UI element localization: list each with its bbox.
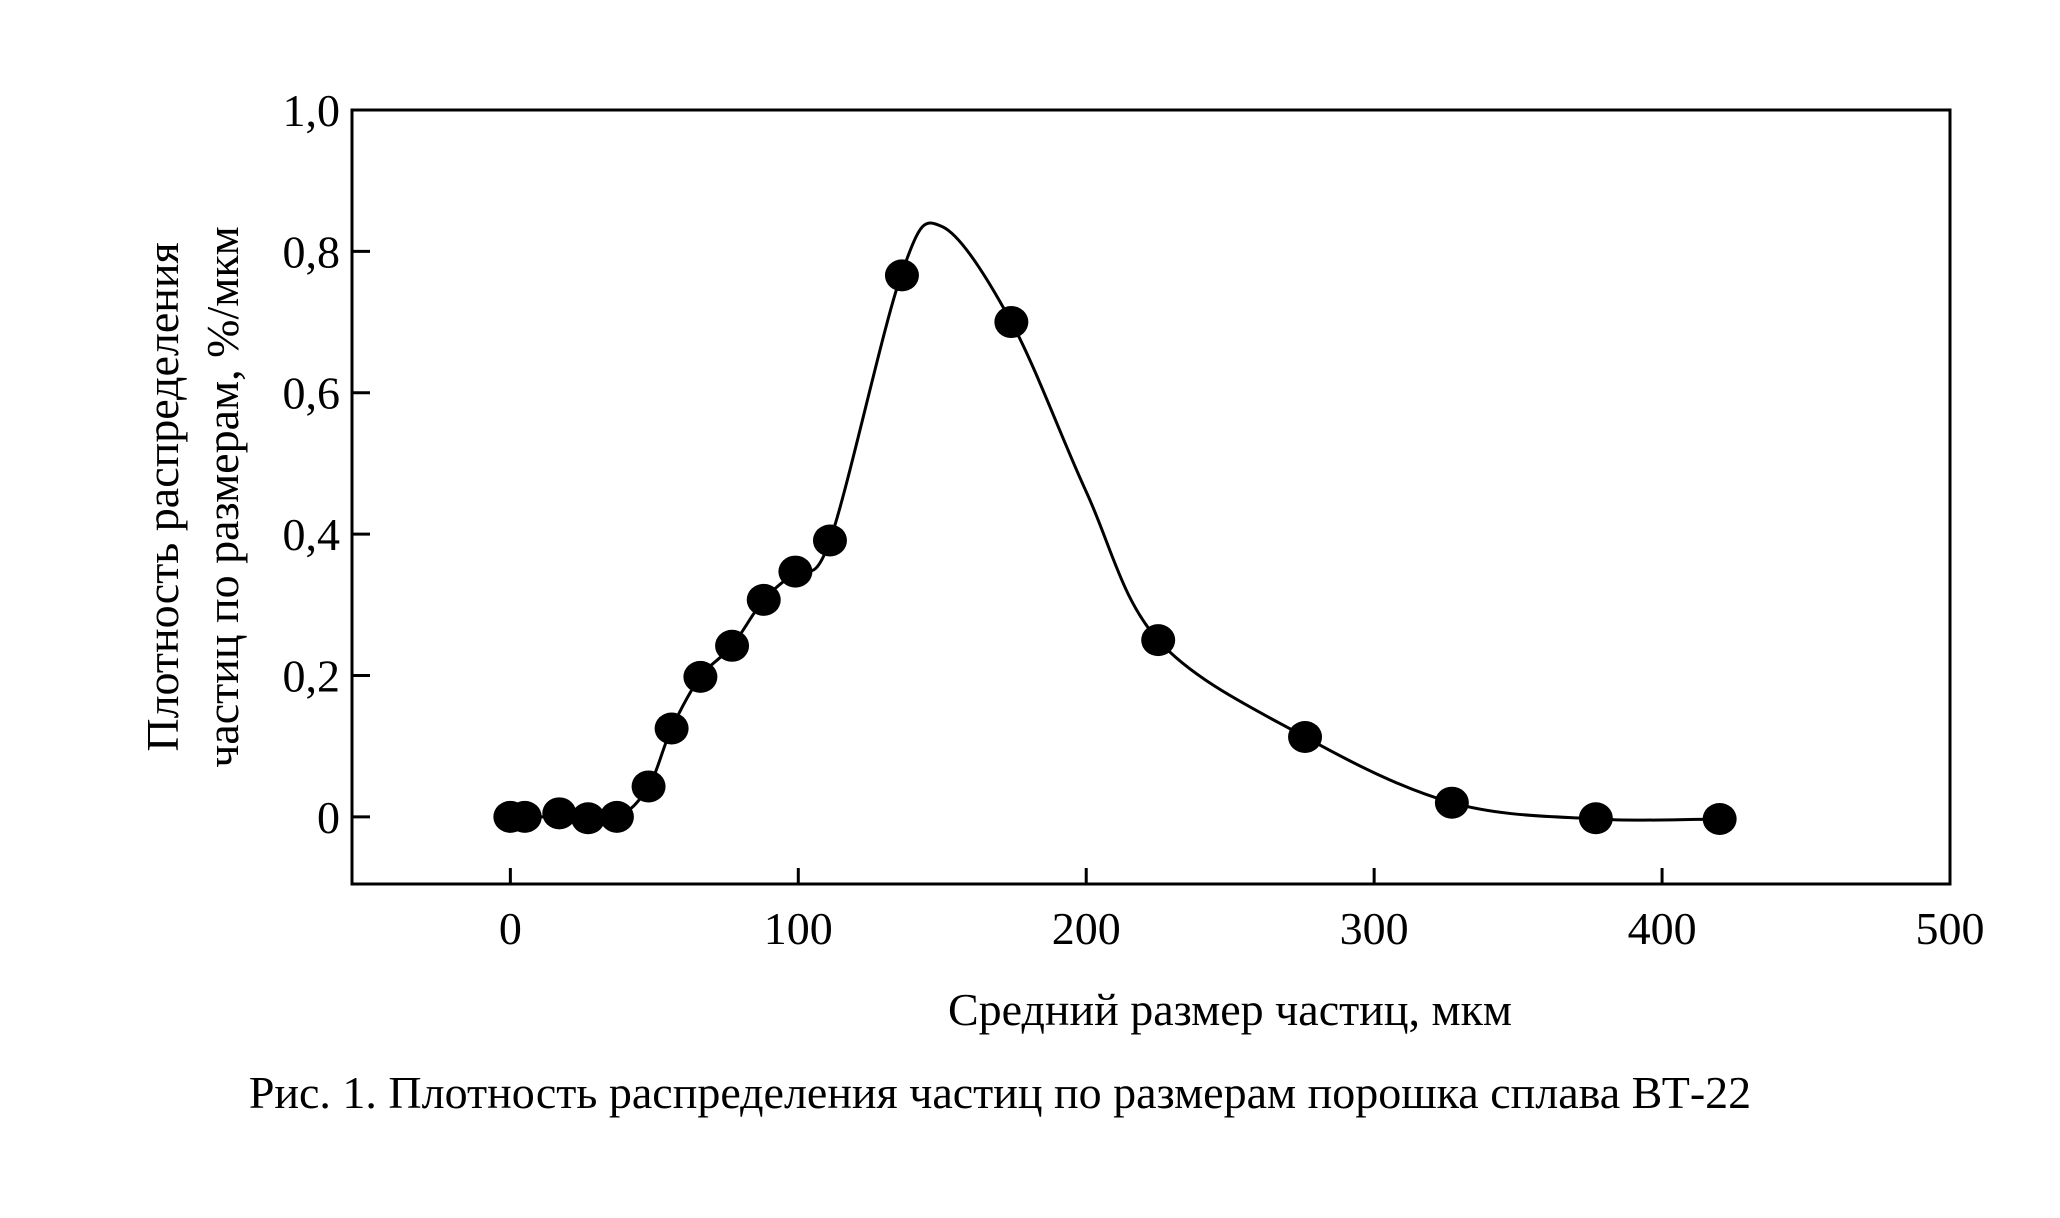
data-point	[1434, 786, 1469, 819]
data-point	[778, 555, 813, 588]
x-tick-label: 400	[1628, 903, 1697, 954]
y-tick-label: 0,6	[283, 368, 341, 419]
x-axis-ticks: 0 100 200 300 400 500	[499, 868, 1985, 954]
data-point	[994, 306, 1029, 339]
data-point	[571, 802, 606, 835]
data-point	[746, 583, 781, 616]
y-axis-title-line2: частиц по размерам, %/мкм	[197, 226, 248, 768]
y-tick-label: 0,2	[283, 650, 341, 701]
y-tick-label: 0,4	[283, 509, 341, 560]
data-point	[542, 797, 577, 830]
data-point	[1288, 720, 1323, 753]
data-point	[715, 629, 750, 662]
x-tick-label: 0	[499, 903, 522, 954]
x-tick-label: 500	[1916, 903, 1985, 954]
data-point	[507, 800, 542, 833]
data-point	[1702, 802, 1737, 835]
y-tick-label: 0,8	[283, 226, 341, 277]
x-tick-label: 100	[764, 903, 833, 954]
y-tick-label: 0	[317, 792, 340, 843]
plot-frame	[350, 108, 1952, 886]
fit-curve-line	[510, 221, 1720, 822]
x-tick-label: 200	[1052, 903, 1121, 954]
data-point	[812, 524, 847, 557]
y-axis-ticks: 0 0,2 0,4 0,6 0,8 1,0	[283, 85, 370, 843]
x-axis-title: Средний размер частиц, мкм	[948, 984, 1512, 1035]
data-point	[1141, 624, 1176, 657]
figure-caption: Рис. 1. Плотность распределения частиц п…	[249, 1067, 1751, 1118]
data-point	[1578, 802, 1613, 835]
data-points	[493, 259, 1737, 835]
data-point	[599, 800, 634, 833]
data-point	[683, 660, 718, 693]
y-axis-title-line1: Плотность распределения	[137, 242, 188, 751]
data-point	[654, 712, 689, 745]
y-tick-label: 1,0	[283, 85, 341, 136]
x-tick-label: 300	[1340, 903, 1409, 954]
data-point	[884, 259, 919, 292]
data-point	[631, 770, 666, 803]
